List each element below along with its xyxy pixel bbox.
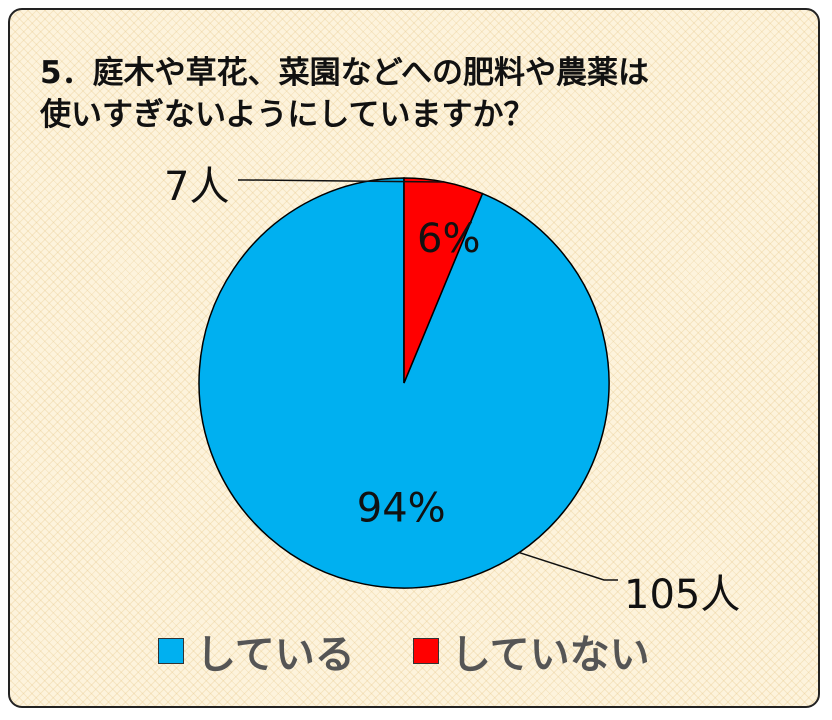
chart-title-line-2: 使いすぎないようにしていますか？	[40, 97, 535, 133]
percent-label-not-doing: 6%	[417, 216, 480, 262]
value-label-doing: 105人	[624, 572, 740, 618]
legend-swatch-doing	[158, 638, 184, 664]
legend-label-not-doing: していない	[450, 632, 650, 678]
legend-item-not-doing: していない	[412, 622, 650, 680]
percent-label-doing: 94%	[357, 486, 446, 532]
chart-title: 5．庭木や草花、菜園などへの肥料や農薬は 使いすぎないようにしていますか？	[40, 52, 800, 136]
legend-label-doing: している	[196, 632, 355, 678]
legend: している していない	[158, 626, 708, 678]
value-label-not-doing: 7人	[164, 164, 229, 210]
leader-line-doing	[518, 551, 618, 581]
legend-swatch-not-doing	[412, 638, 439, 664]
legend-item-doing: している	[158, 622, 355, 680]
leader-line-not-doing	[238, 179, 445, 183]
chart-title-line-1: 5．庭木や草花、菜園などへの肥料や農薬は	[40, 55, 650, 91]
